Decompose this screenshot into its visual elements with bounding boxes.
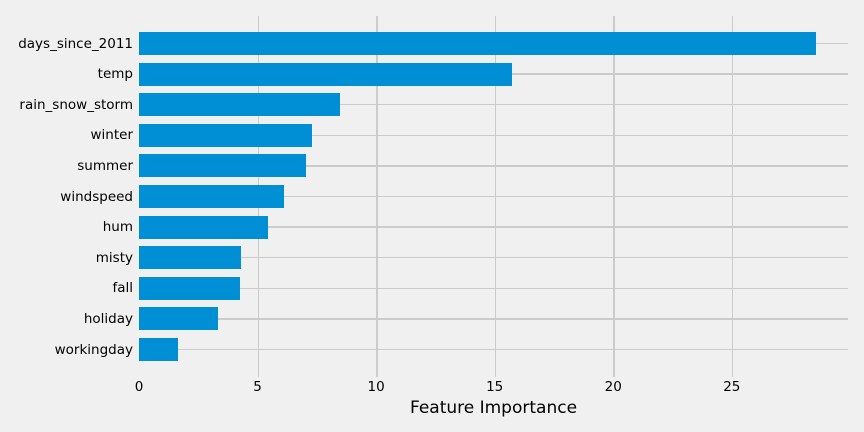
horizontal-gridline-workingday xyxy=(139,348,848,351)
bar-workingday xyxy=(139,338,178,361)
x-tick-label-10: 10 xyxy=(367,379,385,395)
x-tick-label-0: 0 xyxy=(134,379,144,395)
horizontal-gridline-hum xyxy=(139,226,848,228)
x-axis-title: Feature Importance xyxy=(409,398,578,418)
bar-hum xyxy=(139,215,268,239)
horizontal-gridline-winter xyxy=(139,134,848,137)
horizontal-gridline-fall xyxy=(139,287,848,290)
y-tick-label-fall: fall xyxy=(112,280,133,297)
horizontal-gridline-summer xyxy=(139,165,848,167)
x-tick-label-15: 15 xyxy=(486,379,504,395)
horizontal-gridline-rain_snow_storm xyxy=(139,103,848,106)
horizontal-gridline-holiday xyxy=(139,318,848,320)
y-tick-label-summer: summer xyxy=(77,157,133,174)
y-tick-label-hum: hum xyxy=(102,219,133,236)
y-tick-label-winter: winter xyxy=(90,127,134,144)
y-tick-label-windspeed: windspeed xyxy=(60,188,133,205)
bar-days_since_2011 xyxy=(139,32,816,55)
y-tick-label-rain_snow_storm: rain_snow_storm xyxy=(19,96,133,113)
bar-holiday xyxy=(139,307,218,331)
bar-winter xyxy=(139,123,312,147)
bar-temp xyxy=(139,62,512,86)
bar-rain_snow_storm xyxy=(139,93,341,117)
y-tick-label-holiday: holiday xyxy=(83,310,133,327)
x-tick-label-20: 20 xyxy=(604,379,622,395)
horizontal-gridline-misty xyxy=(139,256,848,259)
y-tick-label-misty: misty xyxy=(95,249,133,266)
x-tick-label-5: 5 xyxy=(253,379,262,395)
bar-windspeed xyxy=(139,185,285,208)
x-tick-label-25: 25 xyxy=(723,379,741,395)
plot-area xyxy=(139,16,848,377)
y-tick-label-workingday: workingday xyxy=(54,341,133,358)
bar-fall xyxy=(139,276,240,300)
y-tick-label-temp: temp xyxy=(97,66,133,83)
horizontal-gridline-windspeed xyxy=(139,195,848,198)
bar-misty xyxy=(139,246,242,270)
bar-summer xyxy=(139,154,306,178)
y-tick-label-days_since_2011: days_since_2011 xyxy=(18,35,133,52)
